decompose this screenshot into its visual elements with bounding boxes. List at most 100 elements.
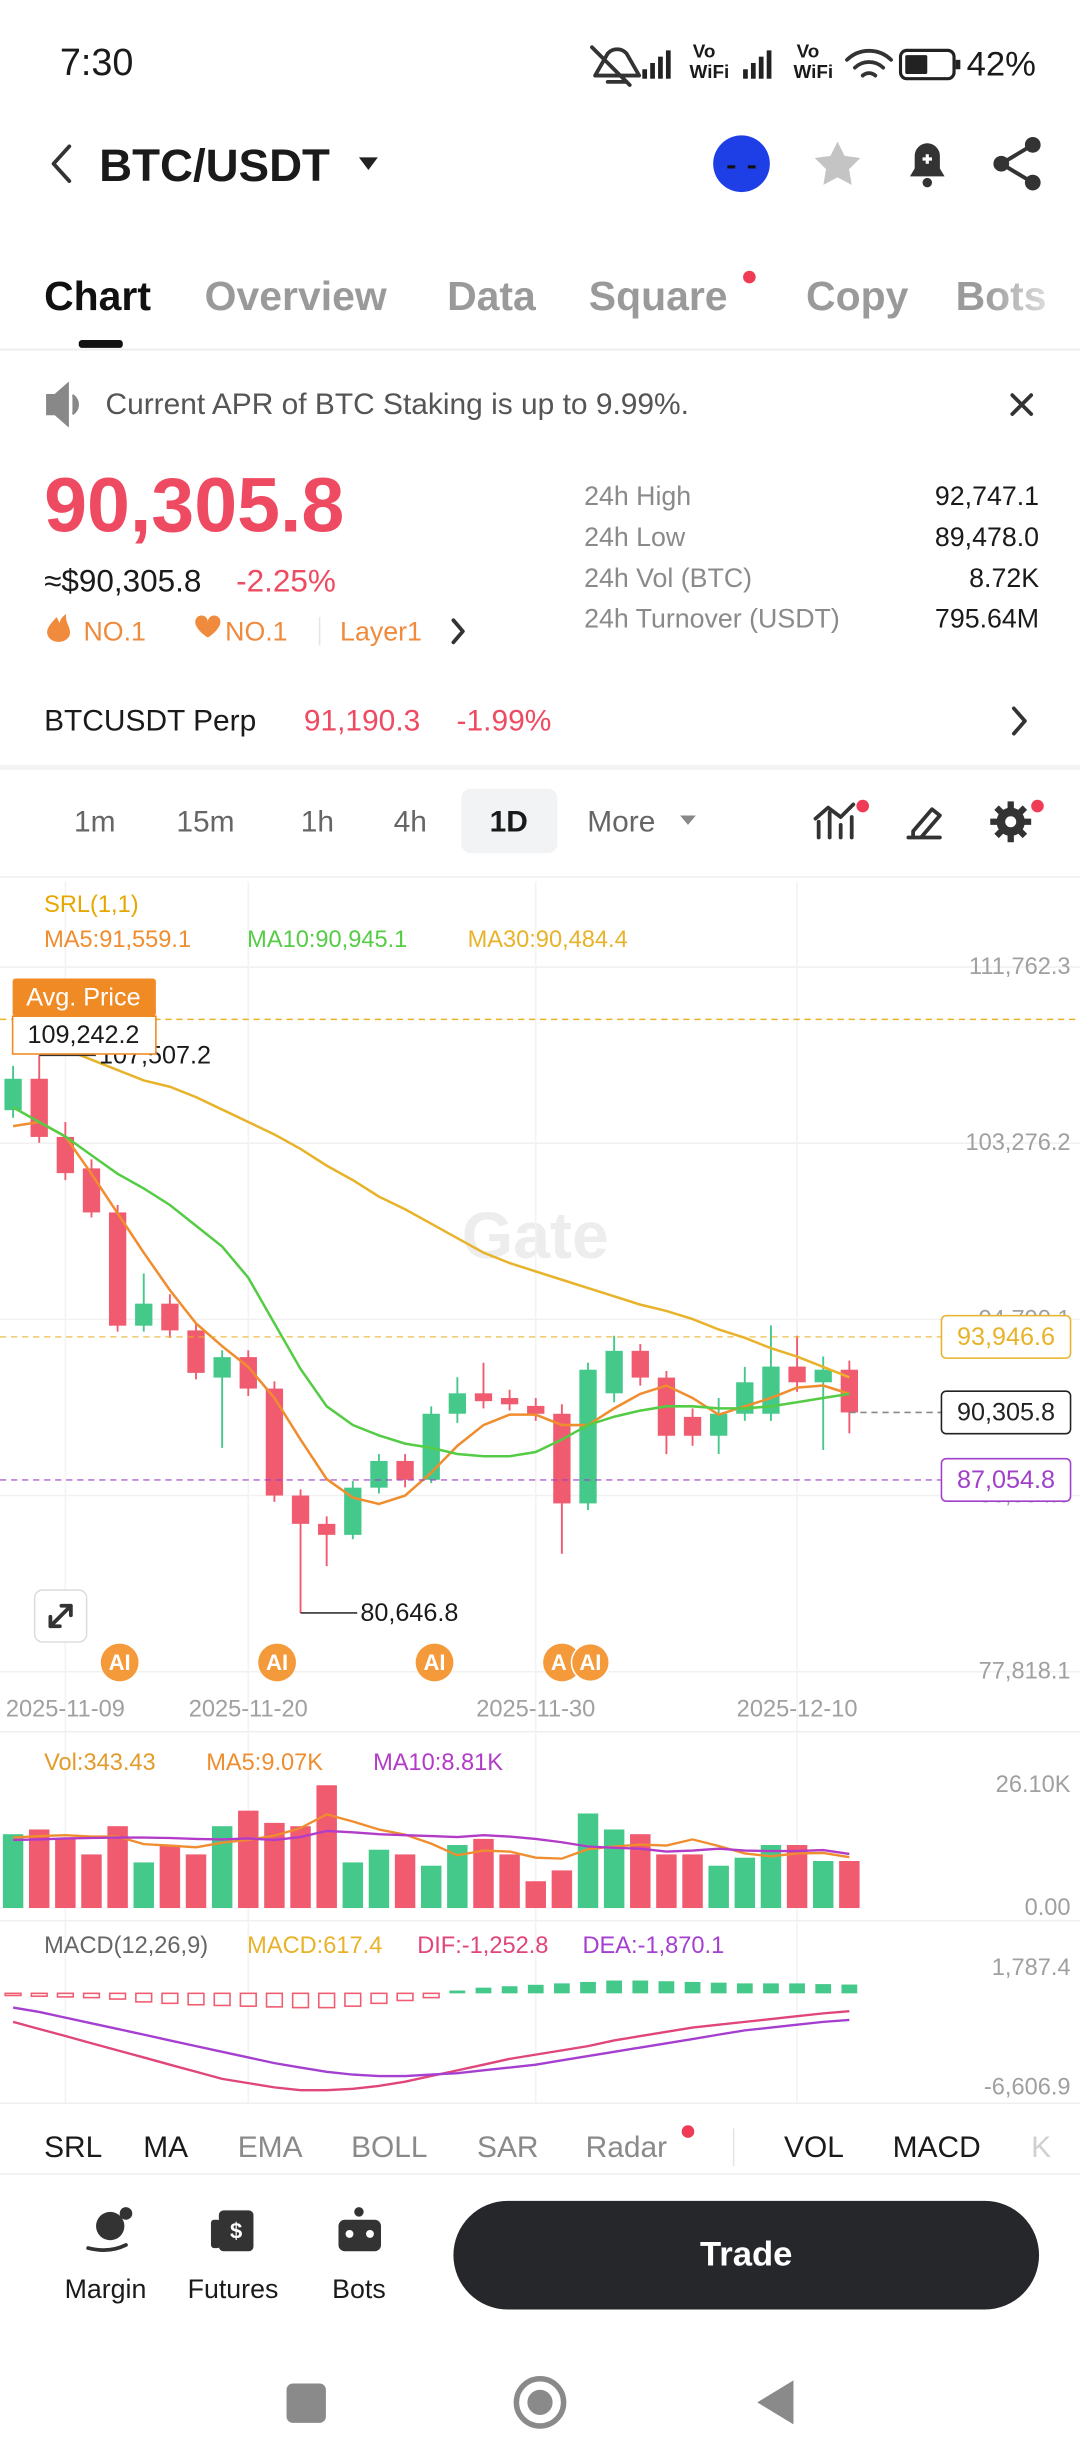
system-home[interactable]	[513, 2376, 567, 2429]
perp-name[interactable]: BTCUSDT Perp	[44, 705, 256, 738]
back-button[interactable]	[51, 144, 72, 183]
indicator-tab[interactable]: SAR	[477, 2131, 539, 2164]
macd-line	[12, 2006, 850, 2078]
indicator-tab[interactable]: BOLL	[351, 2131, 427, 2164]
candle-body	[135, 1303, 153, 1326]
macd-bar	[658, 1981, 675, 1994]
indicator-icon[interactable]	[813, 799, 870, 840]
trade-button[interactable]	[453, 2200, 1040, 2310]
volume-ma-line	[13, 1813, 850, 1860]
stat-value: 92,747.1	[935, 481, 1039, 511]
interval[interactable]: 1D	[490, 805, 528, 838]
tab[interactable]: Overview	[205, 273, 387, 319]
system-recents[interactable]	[286, 2383, 326, 2423]
status-time: 7:30	[60, 42, 134, 84]
hot-icon	[47, 613, 71, 642]
price-tag-label: 93,946.6	[957, 1323, 1055, 1351]
candle-body	[527, 1405, 545, 1414]
alert-icon[interactable]	[909, 143, 945, 188]
macd-bar	[187, 1992, 205, 2006]
candle-body	[631, 1350, 649, 1378]
tab[interactable]: Chart	[44, 273, 151, 319]
settings-icon[interactable]	[990, 799, 1044, 843]
macd-bar	[318, 1992, 336, 2009]
candle-body	[553, 1413, 571, 1504]
volume-bar	[499, 1854, 520, 1909]
volume-bar	[760, 1845, 782, 1909]
indicator-tab[interactable]: VOL	[784, 2131, 844, 2164]
interval[interactable]: 4h	[394, 805, 427, 838]
candle-body	[265, 1388, 284, 1496]
expand-button[interactable]	[33, 1589, 88, 1643]
volume-bar	[682, 1854, 703, 1909]
volume-bar	[708, 1865, 729, 1909]
candle-body	[683, 1416, 702, 1436]
volume-bar	[525, 1881, 546, 1909]
tab[interactable]: Copy	[806, 273, 909, 319]
rank-icon	[195, 615, 221, 638]
avatar[interactable]	[713, 135, 770, 193]
macd-bar	[632, 1980, 649, 1994]
volume-bar	[159, 1845, 181, 1909]
macd-bar	[4, 1992, 22, 1997]
pair-title[interactable]: BTC/USDT	[99, 140, 330, 191]
tab[interactable]: Data	[447, 273, 537, 319]
volume-bar	[290, 1826, 311, 1909]
bots-icon[interactable]	[338, 2207, 381, 2252]
interval-more[interactable]: More	[587, 805, 655, 838]
ai-marker[interactable]	[100, 1643, 139, 1682]
nav-label[interactable]: Margin	[65, 2274, 147, 2304]
notice-icon	[46, 381, 79, 428]
futures-icon[interactable]: $	[210, 2210, 254, 2252]
ai-marker[interactable]	[543, 1643, 581, 1682]
ai-marker[interactable]	[258, 1643, 296, 1682]
macd-bar	[82, 1992, 101, 1999]
tab[interactable]: Square	[589, 273, 728, 319]
notice-close[interactable]	[1010, 393, 1034, 416]
price-tag-label: 87,054.8	[957, 1466, 1055, 1494]
indicator-tab[interactable]: SRL	[44, 2131, 102, 2164]
indicator-tab[interactable]: EMA	[238, 2131, 303, 2164]
share-icon[interactable]	[993, 136, 1041, 191]
ai-marker[interactable]	[415, 1643, 454, 1682]
tab-badge	[681, 2125, 695, 2138]
margin-icon[interactable]	[86, 2207, 133, 2253]
volume-bar	[447, 1845, 468, 1909]
nav-label[interactable]: Futures	[188, 2274, 279, 2304]
macd-bar	[108, 1992, 127, 2000]
volume-bar	[839, 1861, 860, 1909]
draw-icon[interactable]	[906, 807, 942, 840]
sector-badge[interactable]: Layer1	[340, 616, 422, 646]
chevron[interactable]	[1011, 706, 1027, 736]
nav-label[interactable]: Bots	[332, 2274, 386, 2304]
interval[interactable]: 15m	[176, 805, 234, 838]
indicator-tab[interactable]: MA	[143, 2131, 188, 2164]
indicator-tab[interactable]: MACD	[893, 2131, 981, 2164]
macd-bar	[422, 1992, 440, 1999]
volume-bar	[420, 1865, 442, 1909]
ma-line	[12, 1120, 850, 1506]
ai-marker[interactable]	[570, 1642, 611, 1683]
candle-body	[605, 1350, 623, 1394]
pair-dropdown[interactable]	[358, 157, 378, 171]
legend-entry: MA5:91,559.1	[44, 927, 191, 953]
y-tick-label: 77,818.1	[979, 1659, 1071, 1685]
interval[interactable]: 1h	[301, 805, 334, 838]
interval[interactable]: 1m	[74, 805, 116, 838]
system-back[interactable]	[757, 2380, 794, 2425]
macd-bar	[344, 1992, 362, 2007]
chevron	[451, 618, 465, 645]
volume-bar	[81, 1854, 102, 1909]
notice-text[interactable]: Current APR of BTC Staking is up to 9.99…	[105, 388, 688, 421]
indicator-label: MACD(12,26,9)	[44, 1933, 208, 1959]
favorite-icon[interactable]	[814, 141, 861, 185]
volume-bar	[185, 1854, 207, 1909]
macd-bar	[370, 1992, 388, 2005]
rank-badge[interactable]: NO.1	[83, 616, 145, 646]
rank-badge[interactable]: NO.1	[225, 616, 287, 646]
volume-bar	[630, 1834, 651, 1909]
indicator-tab[interactable]: K	[1031, 2131, 1051, 2164]
indicator-tab[interactable]: Radar	[586, 2131, 667, 2164]
svg-text:$: $	[230, 2218, 242, 2243]
